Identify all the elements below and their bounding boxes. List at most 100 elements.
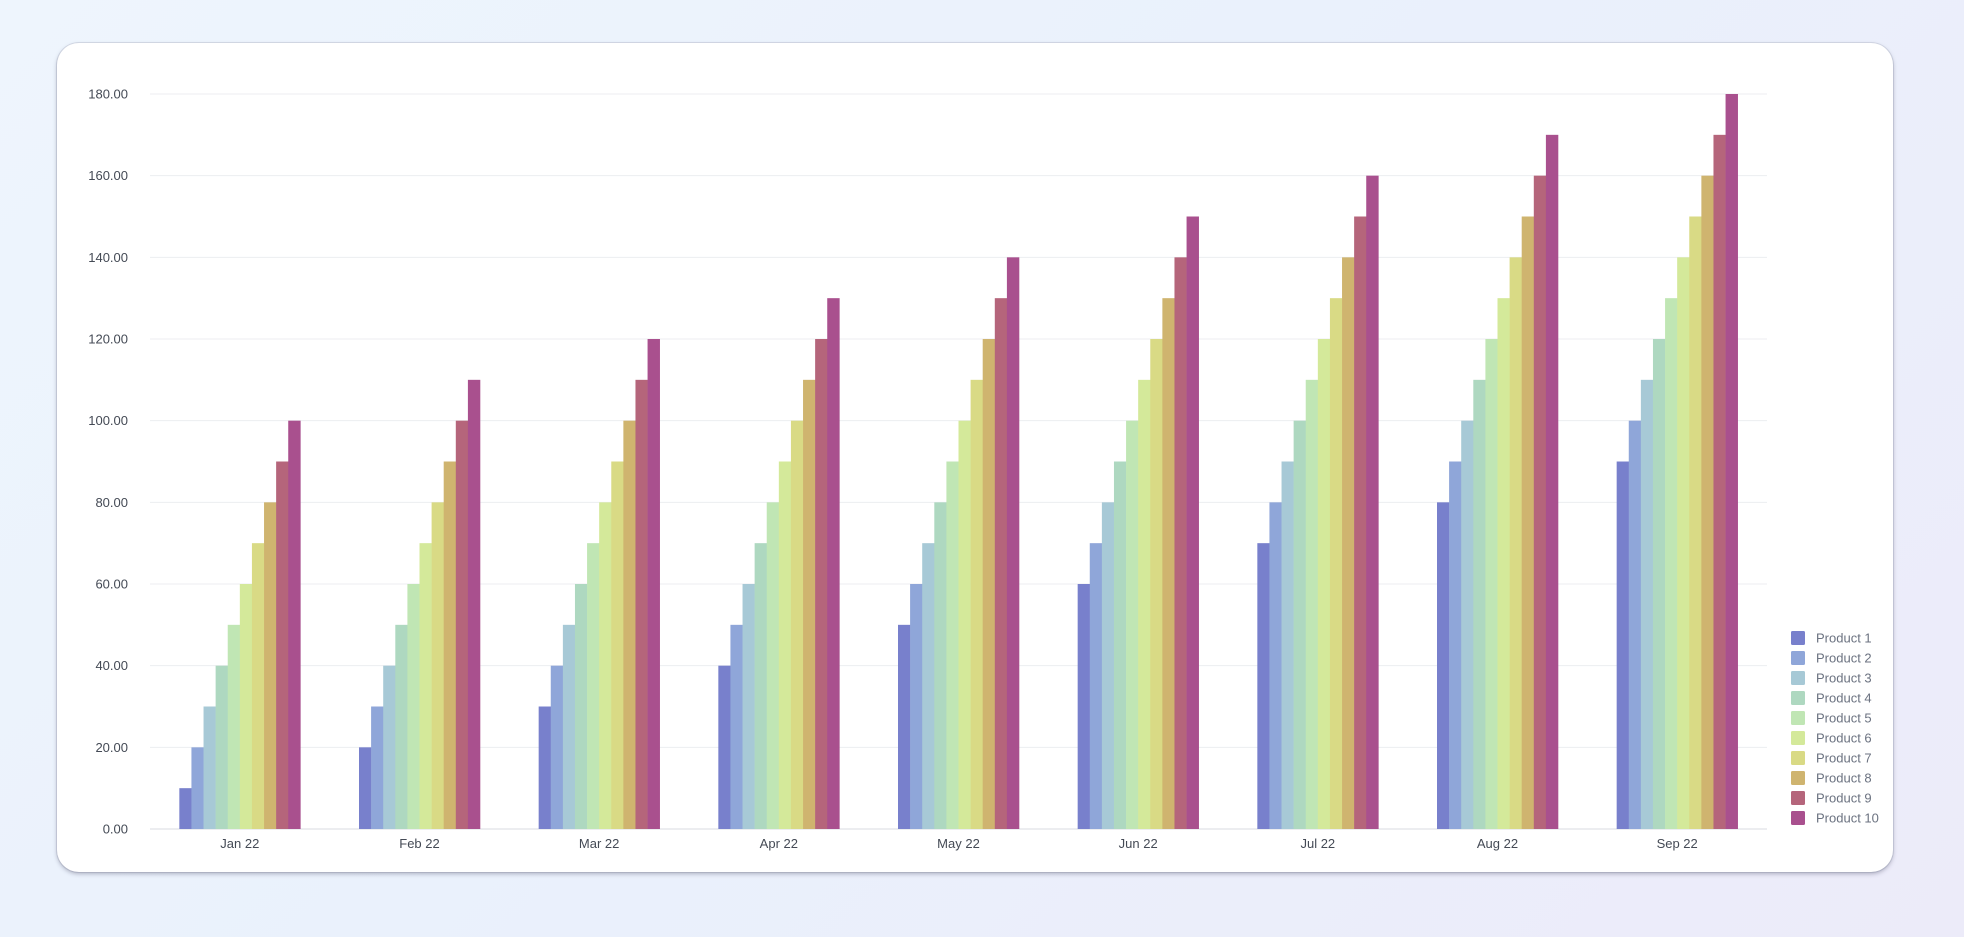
bar (994, 298, 1008, 829)
bar (288, 420, 301, 829)
bar (1437, 502, 1450, 829)
legend-label: Product 2 (1816, 651, 1872, 666)
bar (1640, 379, 1654, 829)
bar (1652, 339, 1666, 829)
bar (790, 420, 804, 829)
legend-swatch (1791, 711, 1805, 725)
bar (1485, 339, 1498, 829)
bar (419, 543, 432, 829)
bar (1533, 175, 1547, 829)
bar (395, 624, 408, 829)
bar (431, 502, 444, 829)
bar (227, 624, 241, 829)
bar (742, 584, 755, 829)
x-tick-label: May 22 (937, 836, 980, 851)
y-tick-label: 0.00 (103, 822, 128, 837)
bar (587, 543, 600, 829)
bar (1665, 298, 1678, 829)
bar (455, 420, 469, 829)
x-tick-label: Jun 22 (1119, 836, 1158, 851)
legend-label: Product 5 (1816, 711, 1872, 726)
bar (754, 543, 768, 829)
y-tick-label: 180.00 (88, 87, 128, 102)
legend-label: Product 4 (1816, 691, 1872, 706)
x-tick-label: Jan 22 (220, 836, 259, 851)
bar (1101, 502, 1115, 829)
x-tick-label: Apr 22 (760, 836, 798, 851)
y-tick-label: 100.00 (88, 413, 128, 428)
bar (1342, 257, 1355, 829)
bar (1449, 461, 1462, 829)
y-tick-label: 40.00 (95, 658, 128, 673)
bar (1713, 134, 1726, 829)
bar (359, 747, 372, 829)
bar (407, 584, 420, 829)
bar (1162, 298, 1175, 829)
bar (1689, 216, 1702, 829)
bar (1509, 257, 1522, 829)
bar (778, 461, 792, 829)
bar (1317, 339, 1331, 829)
bar (1174, 257, 1187, 829)
bar (467, 379, 481, 829)
bar (191, 747, 204, 829)
bar (1701, 175, 1714, 829)
grouped-bar-chart: 0.00 20.00 40.00 60.00 80.00 100.00 120.00 140.… (88, 87, 1879, 852)
y-tick-label: 160.00 (88, 168, 128, 183)
bar (1281, 461, 1294, 829)
bar (1628, 420, 1642, 829)
bar (599, 502, 612, 829)
x-tick-label: Aug 22 (1477, 836, 1518, 851)
x-tick-label: Sep 22 (1657, 836, 1698, 851)
bar (1497, 298, 1510, 829)
legend-swatch (1791, 651, 1805, 665)
legend-swatch (1791, 731, 1805, 745)
bar (264, 502, 277, 829)
bar (371, 706, 384, 829)
x-tick-label: Mar 22 (579, 836, 619, 851)
bar (276, 461, 289, 829)
bar (910, 584, 923, 829)
bar (1473, 379, 1486, 829)
x-axis-ticks: Jan 22 Feb 22 Mar 22 Apr 22 May 22 Jun 22 Jul … (220, 836, 1697, 851)
legend-label: Product 8 (1816, 771, 1872, 786)
bar (718, 665, 731, 829)
legend: Product 1 Product 2 Product 3 Product 4 Prod… (1791, 631, 1879, 826)
bar (647, 339, 660, 829)
bar (934, 502, 947, 829)
bar (730, 624, 743, 829)
bar (203, 706, 216, 829)
bar (898, 624, 911, 829)
chart-card: 0.00 20.00 40.00 60.00 80.00 100.00 120.00 140.… (57, 43, 1893, 872)
bar (1138, 379, 1151, 829)
bar (766, 502, 780, 829)
legend-label: Product 1 (1816, 631, 1872, 646)
legend-swatch (1791, 751, 1805, 765)
y-tick-label: 140.00 (88, 250, 128, 265)
bar (443, 461, 457, 829)
bar (611, 461, 624, 829)
bar (1725, 94, 1738, 829)
legend-swatch (1791, 811, 1805, 825)
bar (803, 379, 816, 829)
bar (179, 788, 192, 829)
legend-label: Product 9 (1816, 791, 1872, 806)
bar (922, 543, 935, 829)
bar (623, 420, 636, 829)
bar (1150, 339, 1163, 829)
bar (1126, 420, 1139, 829)
legend-swatch (1791, 671, 1805, 685)
bar (1545, 134, 1559, 829)
bar (1186, 216, 1199, 829)
legend-label: Product 3 (1816, 671, 1872, 686)
bar (1366, 175, 1379, 829)
bar (562, 624, 576, 829)
y-tick-label: 120.00 (88, 332, 128, 347)
bar (1521, 216, 1535, 829)
bar (1293, 420, 1307, 829)
y-tick-label: 80.00 (95, 495, 128, 510)
bar (550, 665, 564, 829)
bar (383, 665, 396, 829)
bar (958, 420, 971, 829)
bars (179, 94, 1738, 829)
